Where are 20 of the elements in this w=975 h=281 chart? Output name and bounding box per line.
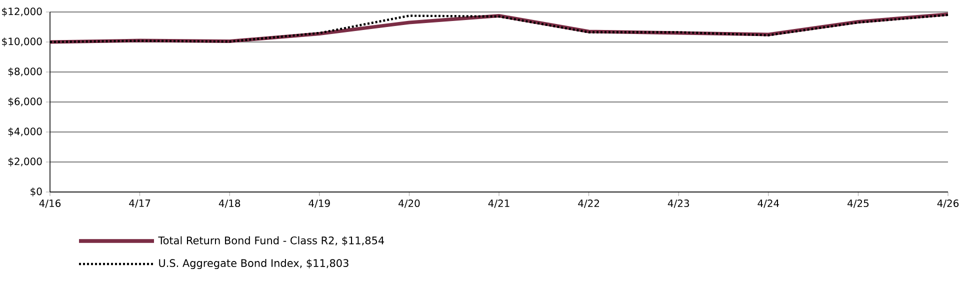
x-tick-label: 4/17 [129, 200, 150, 208]
x-tick-label: 4/23 [668, 199, 689, 208]
y-tick-label: $12,000 [2, 7, 42, 17]
y-tick-label: $0 [30, 187, 42, 197]
x-tick-label: 4/20 [398, 199, 420, 208]
legend-label: Total Return Bond Fund - Class R2, $11,854 [158, 236, 384, 246]
legend-label: U.S. Aggregate Bond Index, $11,803 [159, 258, 348, 270]
y-tick-label: $10,000 [2, 37, 42, 47]
x-tick-label: 4/16 [39, 199, 61, 208]
y-tick-label: $2,000 [8, 157, 42, 167]
x-tick-label: 4/22 [578, 199, 599, 208]
x-tick-label: 4/21 [488, 199, 510, 208]
x-tick-label: 4/24 [758, 199, 780, 208]
x-tick-label: 4/25 [848, 199, 869, 208]
y-tick-label: $4,000 [8, 127, 42, 137]
x-tick-label: 4/19 [308, 199, 330, 208]
y-tick-label: $6,000 [8, 97, 42, 107]
x-tick-label: 4/26 [937, 199, 959, 208]
x-tick-label: 4/18 [218, 199, 240, 208]
y-tick-label: $8,000 [8, 67, 42, 77]
